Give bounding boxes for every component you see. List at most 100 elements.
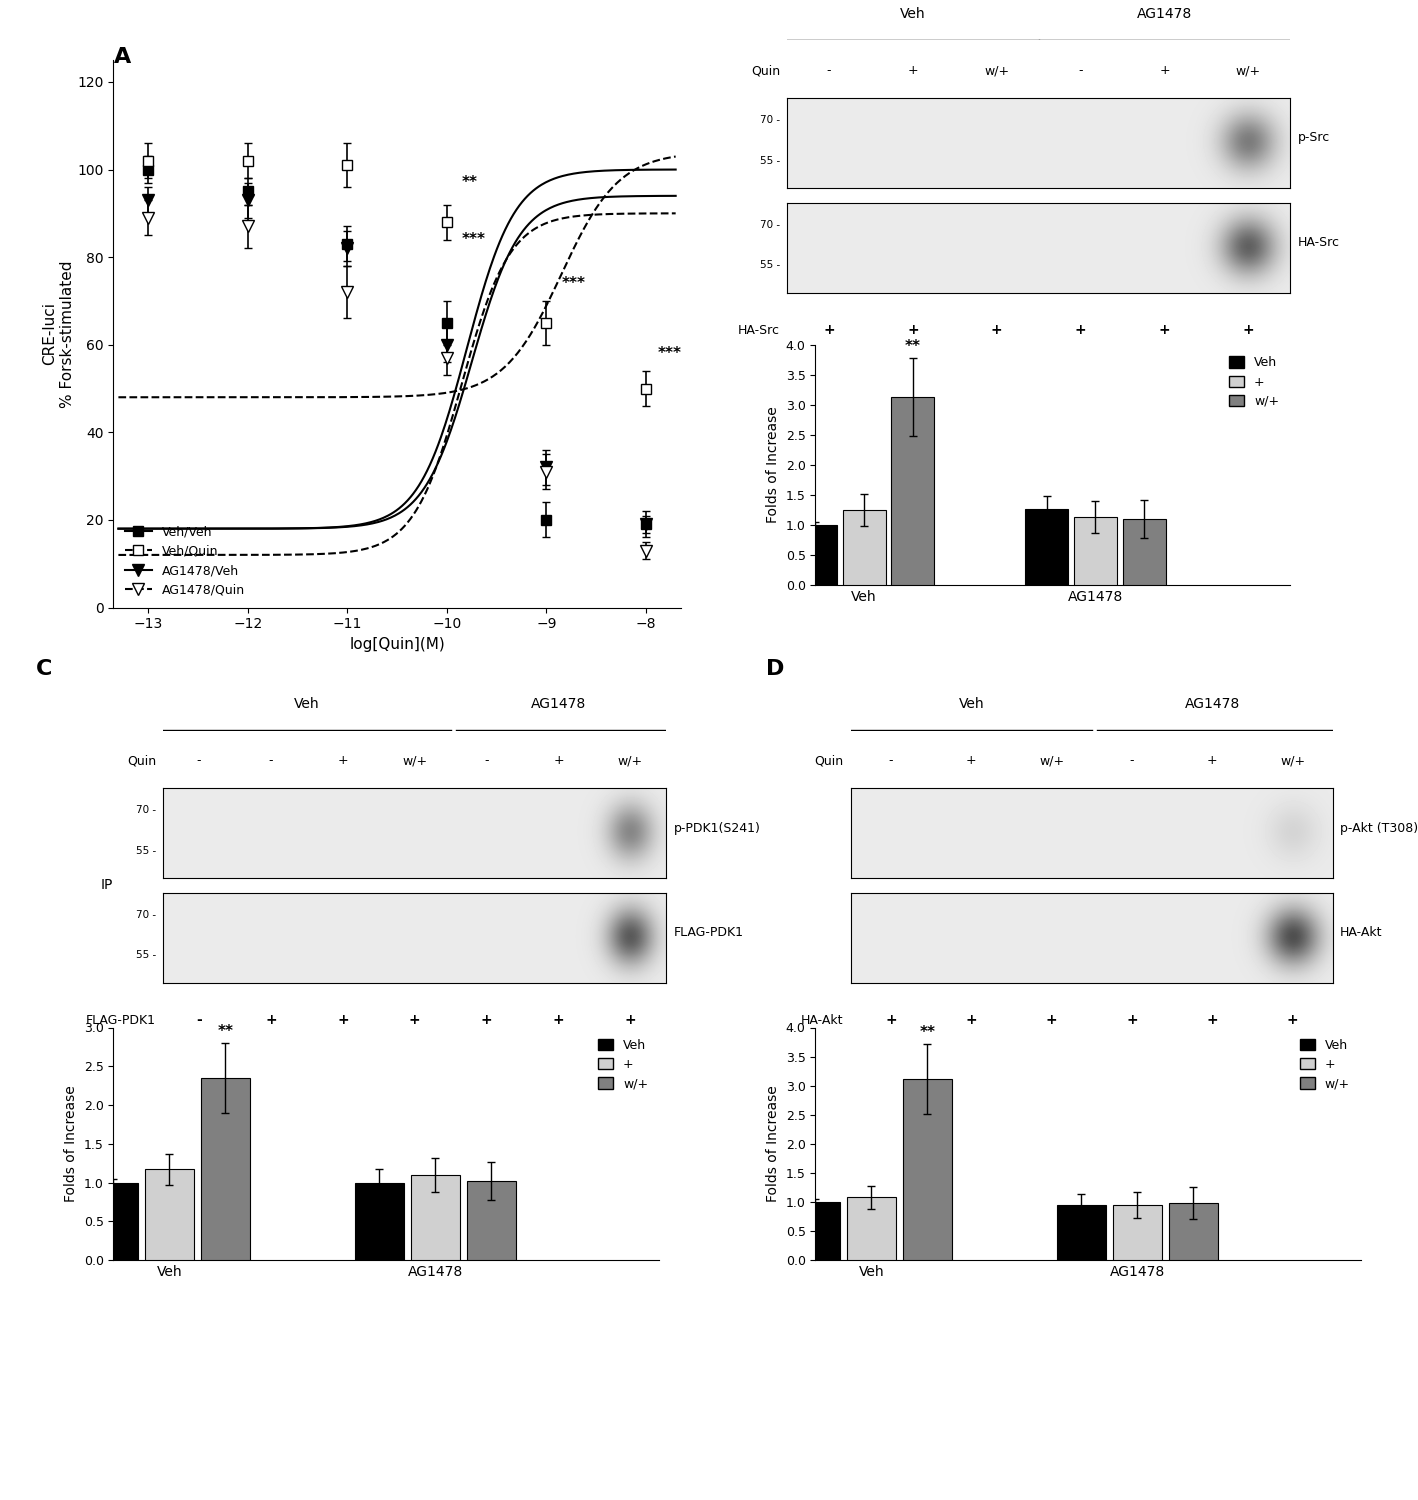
Text: -: - (889, 754, 893, 766)
Text: AG1478: AG1478 (530, 698, 586, 711)
Text: +: + (1242, 322, 1255, 338)
Y-axis label: Folds of Increase: Folds of Increase (64, 1086, 78, 1202)
Text: +: + (1046, 1013, 1058, 1028)
Y-axis label: Folds of Increase: Folds of Increase (766, 1086, 780, 1202)
Text: p-Src: p-Src (1297, 132, 1330, 144)
Text: w/+: w/+ (618, 754, 644, 766)
Text: +: + (337, 754, 349, 766)
Text: +: + (408, 1013, 421, 1028)
Text: +: + (966, 1013, 977, 1028)
Legend: Veh, +, w/+: Veh, +, w/+ (593, 1034, 654, 1095)
Text: AG1478: AG1478 (1137, 8, 1193, 21)
Bar (791, 1202, 839, 1260)
Text: w/+: w/+ (984, 64, 1010, 76)
Text: -: - (827, 64, 831, 76)
Text: +: + (553, 754, 564, 766)
Text: Quin: Quin (750, 64, 780, 76)
Text: IP: IP (101, 878, 112, 892)
Bar (1056, 1204, 1106, 1260)
Text: +: + (1207, 754, 1218, 766)
Text: **: ** (905, 339, 920, 354)
Y-axis label: Folds of Increase: Folds of Increase (766, 406, 780, 524)
Bar (145, 1170, 194, 1260)
Bar (467, 1180, 516, 1260)
Text: 55 -: 55 - (136, 951, 156, 960)
Bar (892, 398, 934, 585)
Text: +: + (991, 322, 1003, 338)
Text: +: + (1075, 322, 1086, 338)
Text: +: + (822, 322, 835, 338)
Bar (903, 1078, 951, 1260)
Text: FLAG-PDK1: FLAG-PDK1 (86, 1014, 156, 1026)
Text: +: + (265, 1013, 277, 1028)
Text: 70 -: 70 - (760, 220, 780, 230)
Text: w/+: w/+ (1039, 754, 1065, 766)
Text: Quin: Quin (814, 754, 844, 766)
Text: +: + (553, 1013, 564, 1028)
Text: ***: *** (562, 276, 586, 291)
Legend: Veh, +, w/+: Veh, +, w/+ (1295, 1034, 1356, 1095)
Bar (354, 1182, 404, 1260)
Text: w/+: w/+ (1236, 64, 1261, 76)
Text: -: - (1130, 754, 1134, 766)
Text: A: A (113, 46, 130, 68)
Text: -: - (485, 754, 489, 766)
Text: p-PDK1(S241): p-PDK1(S241) (674, 822, 760, 834)
Bar (1113, 1204, 1161, 1260)
Text: **: ** (462, 176, 478, 190)
Text: +: + (885, 1013, 896, 1028)
Text: +: + (1288, 1013, 1299, 1028)
Text: +: + (625, 1013, 637, 1028)
Bar (411, 1174, 459, 1260)
Text: +: + (908, 64, 917, 76)
Text: **: ** (217, 1024, 234, 1039)
Text: D: D (766, 658, 784, 680)
Text: Veh: Veh (900, 8, 926, 21)
Text: HA-Akt: HA-Akt (801, 1014, 844, 1026)
Text: HA-Src: HA-Src (1297, 237, 1340, 249)
Bar (842, 510, 885, 585)
Text: w/+: w/+ (1280, 754, 1306, 766)
Text: +: + (908, 322, 919, 338)
Text: HA-Src: HA-Src (737, 324, 780, 336)
Text: ***: *** (658, 346, 682, 362)
Bar (89, 1182, 138, 1260)
Bar (847, 1197, 896, 1260)
Text: C: C (35, 658, 52, 680)
Text: 70 -: 70 - (136, 910, 156, 920)
Text: -: - (268, 754, 274, 766)
Text: HA-Akt: HA-Akt (1340, 927, 1383, 939)
Text: +: + (1207, 1013, 1218, 1028)
Text: +: + (1160, 64, 1170, 76)
Text: 55 -: 55 - (136, 846, 156, 855)
Text: -: - (1078, 64, 1083, 76)
Text: +: + (481, 1013, 492, 1028)
Text: 70 -: 70 - (136, 806, 156, 814)
Legend: Veh/Veh, Veh/Quin, AG1478/Veh, AG1478/Quin: Veh/Veh, Veh/Quin, AG1478/Veh, AG1478/Qu… (119, 520, 251, 602)
Bar (1168, 1203, 1218, 1260)
Text: +: + (966, 754, 977, 766)
Text: 55 -: 55 - (760, 156, 780, 165)
Text: -: - (196, 1013, 201, 1028)
Legend: Veh, +, w/+: Veh, +, w/+ (1224, 351, 1285, 412)
Text: +: + (1126, 1013, 1137, 1028)
Text: p-Akt (T308): p-Akt (T308) (1340, 822, 1418, 834)
Text: 55 -: 55 - (760, 261, 780, 270)
Text: 70 -: 70 - (760, 116, 780, 124)
Text: Quin: Quin (126, 754, 156, 766)
Text: w/+: w/+ (403, 754, 427, 766)
Text: AG1478: AG1478 (1185, 698, 1239, 711)
Text: **: ** (919, 1024, 936, 1039)
Text: ***: *** (462, 232, 486, 248)
Y-axis label: CRE-luci
% Forsk-stimulated: CRE-luci % Forsk-stimulated (43, 260, 75, 408)
Bar (794, 525, 837, 585)
Text: Veh: Veh (959, 698, 984, 711)
Bar (201, 1078, 250, 1260)
Bar (1073, 518, 1117, 585)
Text: Veh: Veh (294, 698, 319, 711)
Bar (1123, 519, 1166, 585)
Text: +: + (1159, 322, 1170, 338)
Text: +: + (337, 1013, 349, 1028)
X-axis label: log[Quin](M): log[Quin](M) (349, 638, 445, 652)
Text: -: - (197, 754, 201, 766)
